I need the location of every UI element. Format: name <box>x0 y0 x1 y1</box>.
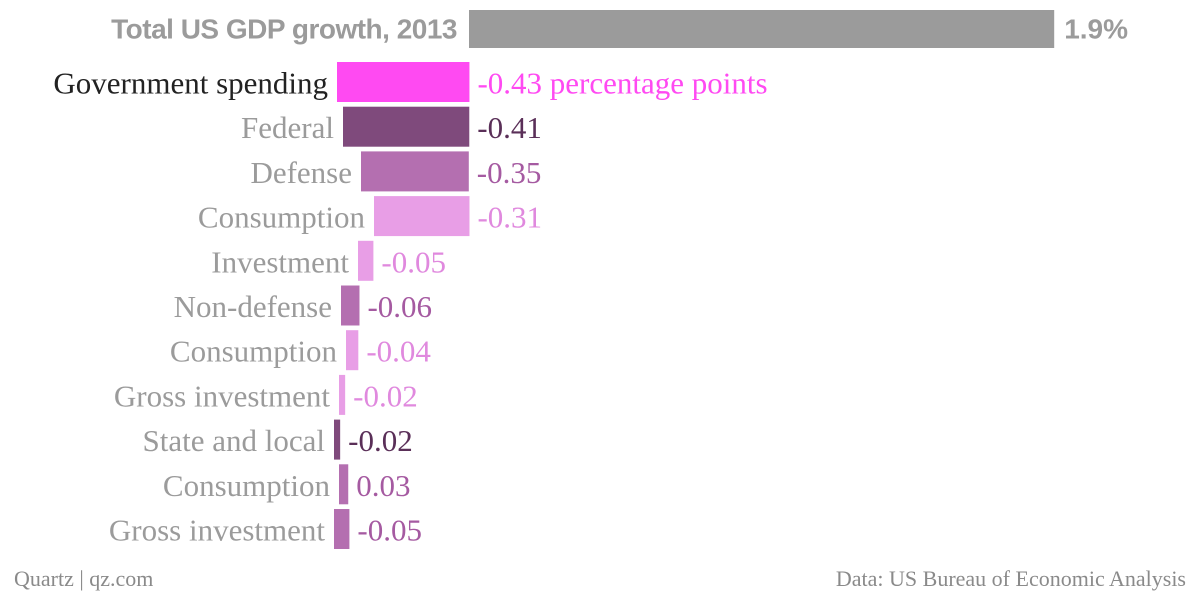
total-bar <box>469 10 1055 48</box>
value-label-8: -0.02 <box>348 423 413 458</box>
row-label-7: Gross investment <box>114 378 331 413</box>
row-label-4: Investment <box>211 244 349 279</box>
value-label-6: -0.04 <box>366 334 431 369</box>
row-label-0: Government spending <box>53 66 328 101</box>
value-label-2: -0.35 <box>477 155 542 190</box>
value-label-4: -0.05 <box>381 244 446 279</box>
value-label-0: -0.43 percentage points <box>477 66 767 101</box>
row-label-10: Gross investment <box>109 513 326 548</box>
value-label-10: -0.05 <box>357 513 422 548</box>
bar-row-4 <box>358 240 374 281</box>
value-label-3: -0.31 <box>477 200 542 235</box>
value-label-5: -0.06 <box>367 289 432 324</box>
bar-row-8 <box>334 419 341 460</box>
row-label-8: State and local <box>143 423 326 458</box>
value-label-7: -0.02 <box>353 378 418 413</box>
bar-row-3 <box>374 196 470 237</box>
row-label-1: Federal <box>241 110 334 145</box>
row-label-2: Defense <box>250 155 352 190</box>
row-label-5: Non-defense <box>174 289 332 324</box>
gdp-contribution-chart: Total US GDP growth, 2013 1.9% Government … <box>53 10 1128 549</box>
value-label-9: 0.03 <box>356 468 410 503</box>
total-value-label: 1.9% <box>1064 14 1128 45</box>
bar-row-10 <box>334 509 350 549</box>
bar-row-6 <box>346 330 359 371</box>
footer-credit: Quartz | qz.com <box>14 566 154 591</box>
row-label-3: Consumption <box>198 200 366 235</box>
row-label-9: Consumption <box>163 468 331 503</box>
bar-row-7 <box>339 374 346 415</box>
total-label: Total US GDP growth, 2013 <box>111 14 457 45</box>
footer-source: Data: US Bureau of Economic Analysis <box>835 566 1186 591</box>
bar-row-0 <box>337 62 470 102</box>
bar-row-2 <box>361 151 469 192</box>
row-label-6: Consumption <box>170 334 338 369</box>
value-label-1: -0.41 <box>477 110 542 145</box>
bar-row-1 <box>343 106 470 147</box>
bar-row-9 <box>339 464 349 505</box>
bar-row-5 <box>341 285 360 326</box>
